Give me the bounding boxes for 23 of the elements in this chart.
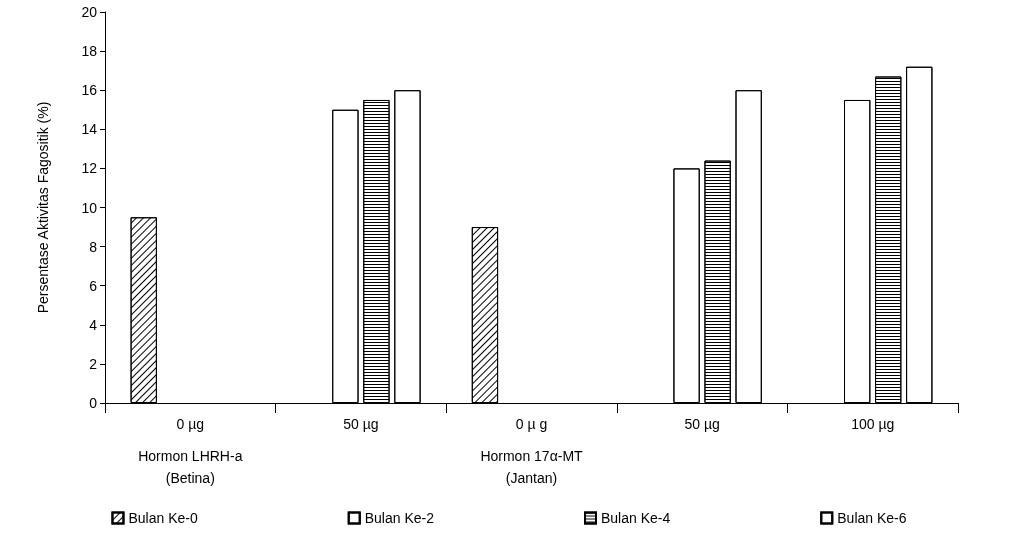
text: Hormon LHRH-a (Betina) — [138, 448, 243, 486]
x-tick-label: 50 µg — [684, 416, 720, 432]
y-tick-label: 14 — [81, 121, 98, 138]
y-tick-label: 2 — [89, 355, 98, 372]
legend-label: Bulan Ke-4 — [601, 510, 671, 526]
x-tick-label: 0 µg — [176, 416, 205, 432]
y-tick-label: 20 — [81, 4, 98, 20]
y-tick-label: 4 — [89, 316, 98, 333]
y-tick-label: 8 — [89, 238, 98, 255]
y-tick-label: 10 — [81, 199, 98, 216]
y-tick-label: 16 — [81, 82, 98, 99]
y-tick-label: 18 — [81, 43, 98, 60]
x-tick-label: 50 µg — [343, 416, 379, 432]
x-tick-label: 100 µg — [851, 416, 895, 432]
y-tick-label: 0 — [89, 395, 98, 411]
legend-label: Bulan Ke-0 — [128, 510, 198, 526]
x-tick-label: 0 µ g — [515, 416, 548, 432]
y-tick-label: 12 — [81, 160, 98, 177]
y-axis-title: Persentase Aktivitas Fagositik (%) — [35, 101, 51, 314]
y-tick-label: 6 — [89, 277, 98, 294]
text: Hormon 17α-MT (Jantan) — [480, 448, 584, 486]
legend-label: Bulan Ke-2 — [364, 510, 435, 526]
legend-label: Bulan Ke-6 — [837, 510, 907, 526]
